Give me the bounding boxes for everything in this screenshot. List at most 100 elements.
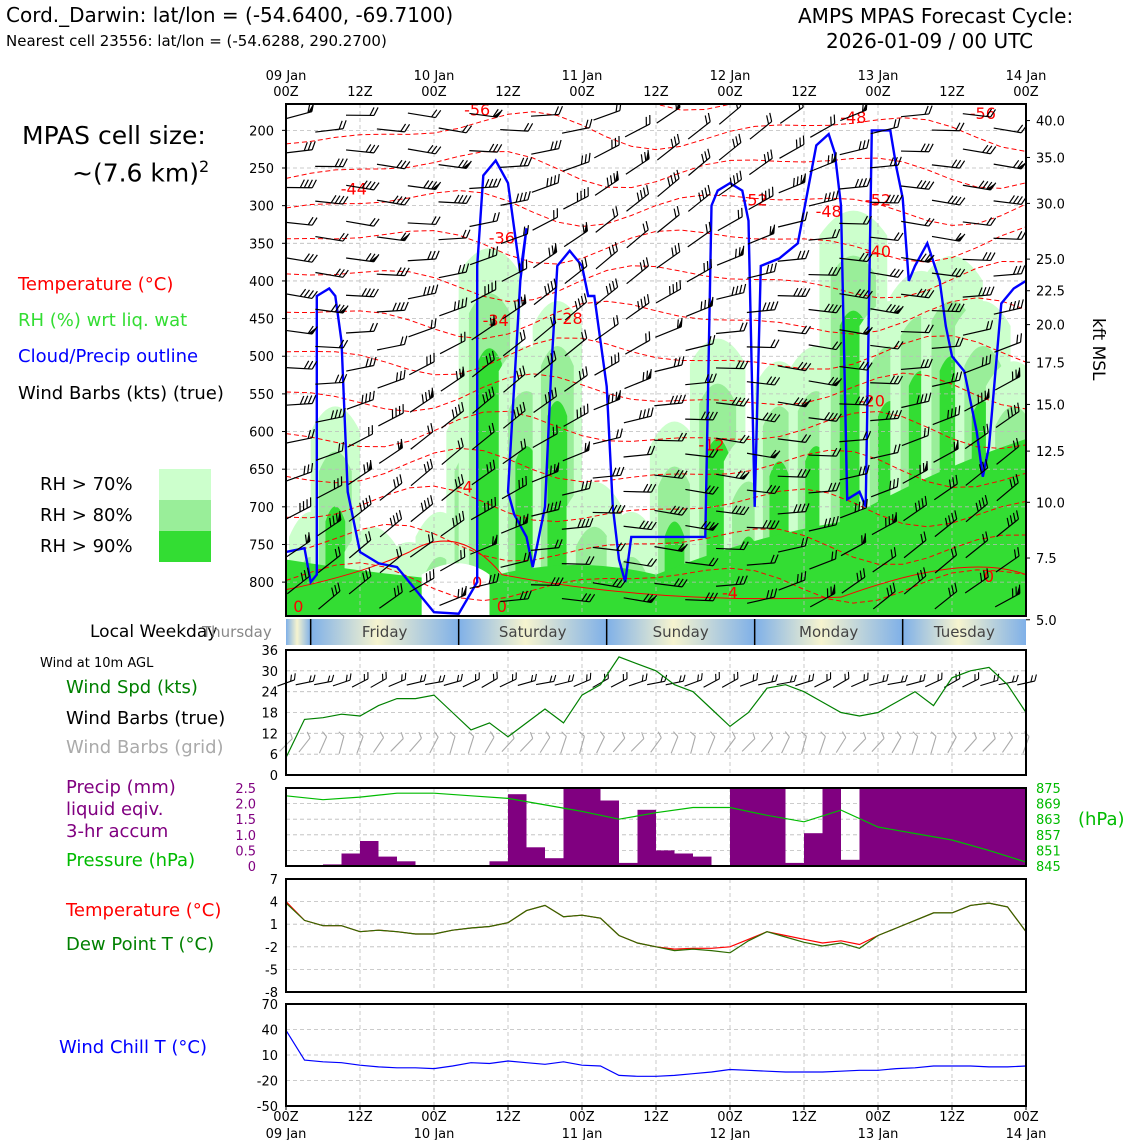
wind-barb-feather bbox=[483, 502, 486, 512]
wind-barb-staff bbox=[934, 554, 957, 574]
wind-barb-feather bbox=[924, 324, 930, 333]
wind-barb-feather bbox=[774, 377, 781, 386]
wind-tick-label: 36 bbox=[261, 644, 278, 659]
wind-barb-feather bbox=[496, 572, 500, 582]
wind-barb-feather bbox=[558, 539, 563, 548]
wind-barb-feather bbox=[342, 233, 349, 242]
wind-barb-feather bbox=[1013, 404, 1017, 414]
wind-barb-feather bbox=[462, 366, 465, 376]
wind-barb-feather bbox=[923, 567, 927, 577]
wind-barb bbox=[686, 259, 712, 283]
wind10m-barb-feather bbox=[682, 674, 686, 682]
wind-barb-pennant bbox=[647, 595, 657, 603]
wind10m-barb-grid bbox=[449, 731, 456, 754]
wind-barb-feather bbox=[392, 195, 399, 204]
wind10m-grid-staff bbox=[579, 736, 585, 754]
wind-barb bbox=[625, 331, 651, 355]
wind10m-grid-staff bbox=[650, 737, 662, 753]
wind-barb-feather bbox=[399, 546, 403, 556]
wind-barb-feather bbox=[918, 500, 921, 510]
wind-barb-staff bbox=[593, 398, 620, 411]
wind-barb-feather bbox=[674, 245, 678, 255]
wind-barb-feather bbox=[862, 568, 866, 578]
wind-barb-feather bbox=[954, 510, 958, 520]
wind-barb-feather bbox=[334, 158, 340, 167]
wind-barb-feather bbox=[553, 314, 557, 324]
wind-barb-staff bbox=[562, 449, 590, 462]
wind-barb-feather bbox=[487, 500, 490, 510]
wind-barb bbox=[900, 358, 933, 371]
pressure-tick-label: 400 bbox=[249, 275, 274, 290]
wind-barb bbox=[286, 179, 317, 189]
wind-barb bbox=[934, 510, 958, 538]
wind-barb-feather bbox=[831, 304, 838, 313]
cell-size-base: ~(7.6 km) bbox=[72, 158, 199, 188]
wind-barb-feather bbox=[588, 479, 592, 489]
wind-barb bbox=[808, 190, 839, 207]
wind-barb-feather bbox=[990, 217, 997, 226]
cell-size-label: MPAS cell size: bbox=[22, 121, 206, 150]
wind-barb-feather bbox=[643, 296, 647, 306]
wind10m-barb-true bbox=[443, 673, 463, 686]
wind-barb-feather bbox=[362, 572, 366, 582]
wind-barb-staff bbox=[654, 546, 683, 552]
wind-barb-feather bbox=[584, 329, 588, 339]
wind-barb-feather bbox=[801, 250, 806, 260]
wind-barb-feather bbox=[428, 389, 431, 399]
wind-barb bbox=[931, 232, 966, 242]
wind-barb-staff bbox=[963, 362, 990, 374]
precip-bar bbox=[582, 788, 601, 866]
wind-barb-staff bbox=[472, 431, 495, 450]
wind-barb bbox=[748, 186, 774, 211]
pressure-tick-label: 750 bbox=[249, 538, 274, 553]
wind-barb-feather bbox=[708, 522, 715, 530]
wind10m-barb-feather bbox=[460, 673, 463, 681]
wind-barb-staff bbox=[440, 374, 465, 392]
wind-barb-feather bbox=[1011, 588, 1014, 598]
wind10m-grid-staff bbox=[484, 736, 495, 754]
wind-barb-staff bbox=[657, 214, 680, 233]
wind-barb bbox=[962, 108, 997, 118]
wind-barb-feather bbox=[981, 357, 984, 367]
wind-barb bbox=[777, 503, 810, 515]
wind-barb-feather bbox=[488, 425, 492, 435]
wind-barb-staff bbox=[409, 361, 435, 376]
wind-barb bbox=[687, 184, 711, 212]
wind-barb-feather bbox=[311, 360, 318, 370]
wind-barb-feather bbox=[770, 376, 777, 385]
weekday-name: Thursday bbox=[201, 623, 272, 641]
wind-barb-feather bbox=[698, 192, 702, 202]
wind-barb-staff bbox=[687, 193, 711, 212]
wind-barb-feather bbox=[897, 194, 903, 204]
wind-barb-feather bbox=[674, 104, 678, 110]
wind-barb-feather bbox=[337, 546, 341, 556]
wind10m-barb-feather bbox=[812, 673, 815, 681]
wind-barb-feather bbox=[920, 288, 927, 298]
wind10m-barb-feather bbox=[771, 675, 775, 683]
wind-barb-feather bbox=[465, 229, 471, 239]
wind10m-grid-staff bbox=[760, 737, 774, 753]
wind-barb bbox=[469, 143, 503, 153]
wind10m-grid-staff bbox=[852, 738, 867, 752]
wind-barb-feather bbox=[866, 139, 870, 149]
wind-barb-feather bbox=[892, 582, 896, 592]
wind-barb-feather bbox=[793, 397, 800, 406]
wind-barb bbox=[438, 159, 472, 169]
wind-barb-feather bbox=[928, 358, 933, 368]
wind-barb-feather bbox=[827, 266, 834, 276]
wind10m-grid-staff bbox=[318, 736, 328, 754]
wind10m-grid-staff bbox=[372, 737, 385, 753]
wind-barb bbox=[440, 510, 465, 537]
wind-barb-feather bbox=[1016, 124, 1024, 133]
wind-barb bbox=[964, 568, 989, 594]
wind-barb-feather bbox=[307, 429, 312, 439]
wind-barb bbox=[963, 354, 992, 374]
wind-barb-feather bbox=[835, 190, 839, 200]
wind-barb-feather bbox=[743, 283, 747, 293]
wind-barb-feather bbox=[612, 504, 618, 514]
wind-barb-feather bbox=[368, 495, 372, 505]
wind-barb bbox=[901, 180, 935, 190]
wind-barb-feather bbox=[300, 572, 304, 582]
wind-barb-feather bbox=[928, 181, 935, 190]
wind-barb-feather bbox=[732, 175, 736, 185]
